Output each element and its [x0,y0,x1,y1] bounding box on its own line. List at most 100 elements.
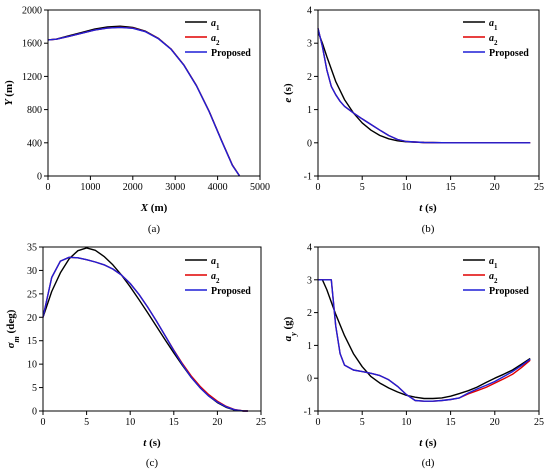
x-tick-label: 15 [446,182,456,193]
y-tick-label: 5 [32,383,37,394]
y-tick-label: 400 [27,138,42,149]
panel-d-caption: (d) [422,457,435,469]
x-tick-label: 25 [534,417,544,428]
x-tick-label: 20 [212,417,222,428]
x-tick-label: 10 [125,417,135,428]
legend-a1-label: a1 [489,18,498,32]
panel-a-series [47,25,241,177]
x-tick-label: 0 [316,417,321,428]
y-tick-label: 1 [307,105,312,116]
legend-a2-label: a2 [211,271,220,285]
x-tick-label: 20 [490,182,500,193]
panel-b-frame [317,9,540,177]
panel-d-frame [317,246,540,412]
panel-c-frame [42,246,262,412]
x-tick-label: 5 [360,182,365,193]
x-tick-label: 25 [256,417,266,428]
panel-c-ticks: 0 5 10 15 20 25 0 5 10 15 20 25 30 35 [27,243,266,429]
y-tick-label: -1 [304,172,312,183]
panel-a-ticks: 0 1000 2000 3000 4000 5000 0 400 800 1200 1600 2000 [22,6,270,194]
panel-a-frame [47,9,261,177]
series-line-proposed [317,28,531,144]
y-tick-label: 4 [307,243,312,254]
x-tick-label: 2000 [123,182,143,193]
panel-a-xlabel: X (m) [140,202,168,214]
series-line-proposed [42,256,248,412]
panel-b: 0 5 10 15 20 25 -1 0 1 2 3 4 t (s) e (s) a1 a2 Prop… [282,6,544,236]
panel-b-ticks: 0 5 10 15 20 25 -1 0 1 2 3 4 [304,6,544,194]
panel-c-caption: (c) [146,457,159,469]
panel-b-ylabel: e (s) [282,83,294,103]
y-tick-label: -1 [304,407,312,418]
panel-c-xlabel: t (s) [143,437,161,449]
y-tick-label: 1600 [22,39,42,50]
y-tick-label: 10 [27,360,37,371]
y-tick-label: 2 [307,72,312,83]
y-tick-label: 0 [37,172,42,183]
legend-a2-label: a2 [489,33,498,47]
x-tick-label: 3000 [165,182,185,193]
x-tick-label: 5 [360,417,365,428]
x-tick-label: 0 [41,417,46,428]
series-line-a1 [42,247,248,412]
series-line-proposed [47,26,241,177]
y-tick-label: 2 [307,308,312,319]
x-tick-label: 20 [490,417,500,428]
panel-a: 0 1000 2000 3000 4000 5000 0 400 800 1200 1600 2000… [3,6,270,236]
panel-a-ylabel: Y (m) [3,80,15,106]
series-line-a2 [318,279,531,402]
legend-proposed-label: Proposed [489,286,529,297]
series-line-a1 [318,279,531,400]
x-tick-label: 25 [534,182,544,193]
x-tick-label: 10 [401,182,411,193]
y-tick-label: 0 [307,138,312,149]
x-tick-label: 5000 [250,182,270,193]
legend-proposed-label: Proposed [489,48,529,59]
x-tick-label: 0 [46,182,51,193]
panel-b-series [317,28,531,144]
x-tick-label: 10 [401,417,411,428]
y-tick-label: 2000 [22,6,42,17]
y-tick-label: 30 [27,266,37,277]
panel-c-series [42,247,248,412]
panel-a-caption: (a) [148,223,161,235]
y-tick-label: 1200 [22,72,42,83]
legend-a1-label: a1 [211,256,220,270]
panel-d: 0 5 10 15 20 25 -1 0 1 2 3 4 t (s) ay (g) a1 a2 Pro… [282,243,544,470]
y-tick-label: 1 [307,341,312,352]
legend-proposed-label: Proposed [211,48,251,59]
y-tick-label: 20 [27,313,37,324]
panel-d-ticks: 0 5 10 15 20 25 -1 0 1 2 3 4 [304,243,544,429]
panel-d-series [318,279,531,402]
panel-d-ylabel: ay (g) [282,316,298,341]
legend-a1-label: a1 [211,18,220,32]
legend-a2-label: a2 [489,271,498,285]
panel-c-ylabel: σm (deg) [5,309,21,348]
x-tick-label: 15 [446,417,456,428]
legend-a2-label: a2 [211,33,220,47]
x-tick-label: 1000 [80,182,100,193]
panel-c-legend: a1 a2 Proposed [185,256,251,297]
panel-d-xlabel: t (s) [419,437,437,449]
y-tick-label: 3 [307,275,312,286]
panel-b-caption: (b) [422,223,435,235]
y-tick-label: 15 [27,336,37,347]
x-tick-label: 4000 [208,182,228,193]
series-line-a2 [317,28,531,144]
series-line-proposed [318,279,531,402]
panel-d-legend: a1 a2 Proposed [463,256,529,297]
x-tick-label: 5 [84,417,89,428]
y-tick-label: 800 [27,105,42,116]
panel-b-legend: a1 a2 Proposed [463,18,529,59]
x-tick-label: 0 [316,182,321,193]
x-tick-label: 15 [169,417,179,428]
legend-proposed-label: Proposed [211,286,251,297]
y-tick-label: 35 [27,243,37,254]
panel-a-legend: a1 a2 Proposed [185,18,251,59]
y-tick-label: 3 [307,39,312,50]
y-tick-label: 25 [27,289,37,300]
y-tick-label: 0 [307,374,312,385]
panel-b-xlabel: t (s) [419,202,437,214]
